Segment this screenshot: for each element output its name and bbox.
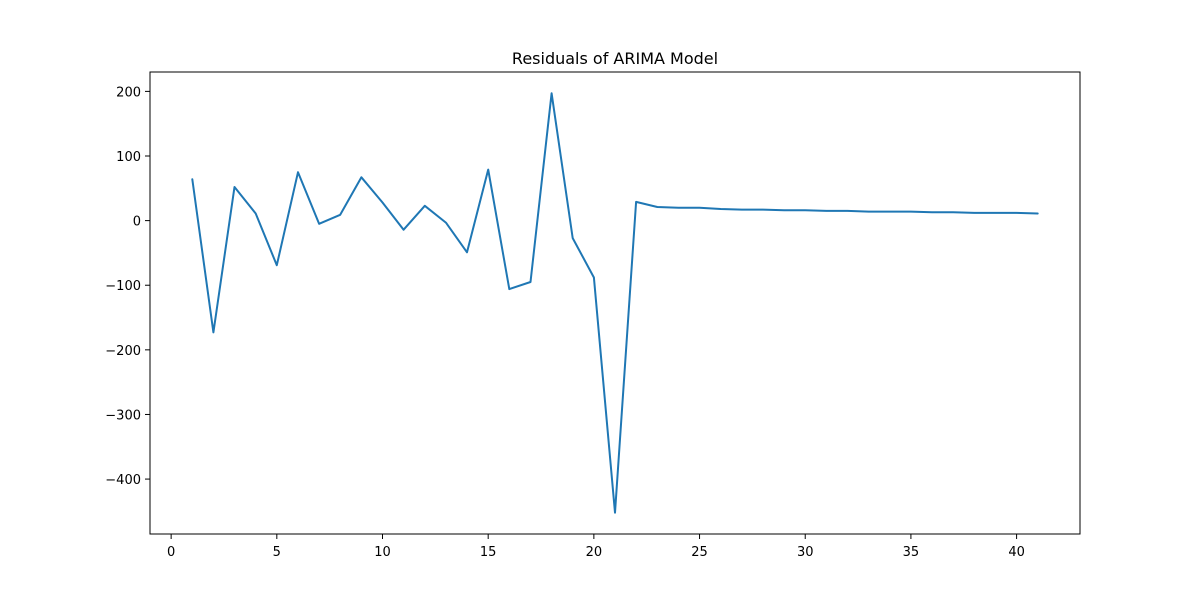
x-tick-label: 0 — [167, 545, 175, 560]
y-axis: −400 −300 −200 −100 0 100 200 — [105, 85, 150, 488]
series-layer — [191, 92, 1039, 514]
x-tick-label: 25 — [691, 545, 708, 560]
x-tick-label: 35 — [903, 545, 920, 560]
x-tick-label: 30 — [797, 545, 814, 560]
y-tick-label: 100 — [116, 150, 141, 165]
y-tick-label: −100 — [105, 279, 141, 294]
x-tick-label: 10 — [374, 545, 391, 560]
x-tick-label: 15 — [480, 545, 497, 560]
y-tick-label: 200 — [116, 85, 141, 100]
plot-area-frame — [149, 71, 1081, 535]
residual-series-line — [191, 92, 1039, 514]
y-tick-label: −400 — [105, 473, 141, 488]
x-tick-label: 20 — [586, 545, 603, 560]
chart-title: Residuals of ARIMA Model — [512, 49, 718, 68]
x-tick-label: 5 — [273, 545, 281, 560]
x-axis: 0 5 10 15 20 25 30 35 40 — [167, 534, 1025, 560]
y-tick-label: −300 — [105, 408, 141, 423]
y-tick-label: 0 — [133, 215, 141, 230]
y-tick-label: −200 — [105, 344, 141, 359]
x-tick-label: 40 — [1008, 545, 1025, 560]
